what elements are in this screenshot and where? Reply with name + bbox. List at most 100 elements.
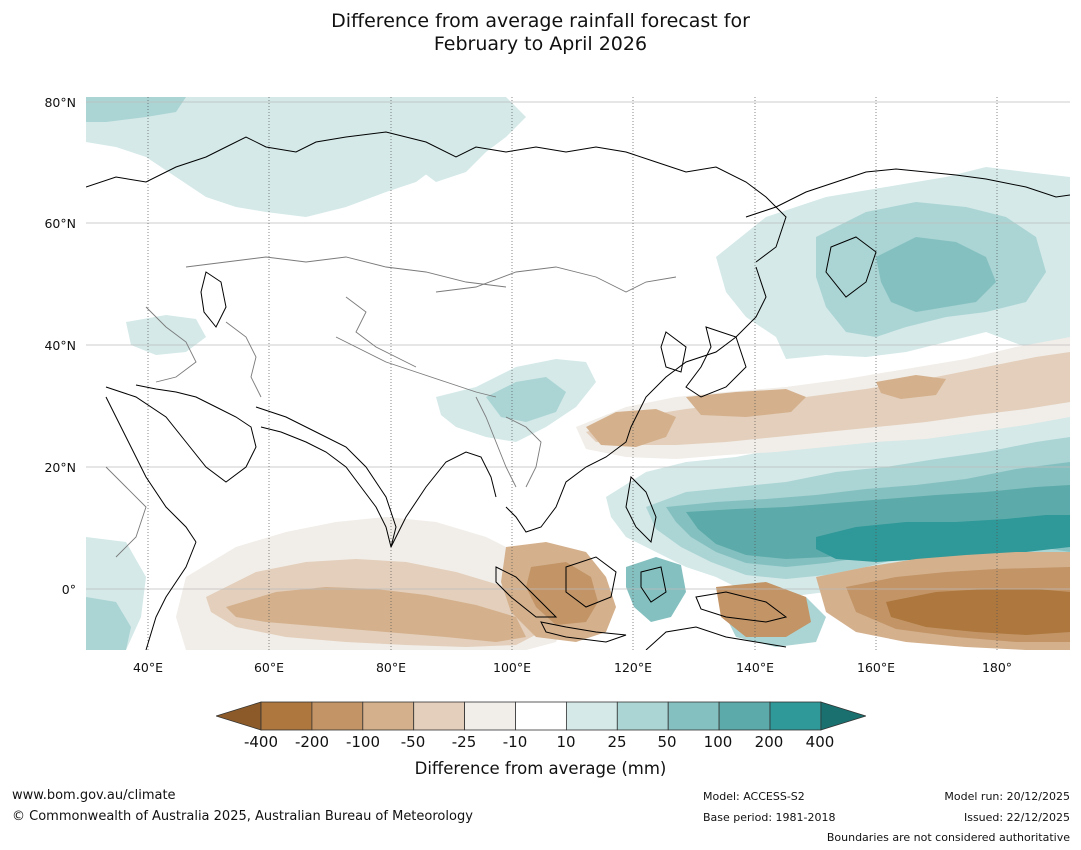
colorbar-segment xyxy=(616,701,669,731)
border-mongolia-china xyxy=(435,266,677,293)
colorbar-segment xyxy=(718,701,771,731)
colorbar-segment xyxy=(260,701,313,731)
dry-southeast-pacific-core xyxy=(886,589,1070,635)
wet-philippines-core xyxy=(626,557,686,622)
coastline-sulawesi xyxy=(640,566,667,603)
lat-label-60n: 60°N xyxy=(44,216,76,231)
colorbar xyxy=(216,701,866,731)
wet-pacific-core xyxy=(816,515,1070,562)
coastline-bay-of-bengal xyxy=(390,451,497,548)
wet-pacific-north-inner xyxy=(876,237,996,312)
dry-indonesia-core xyxy=(526,562,598,625)
dry-indian-ocean-3 xyxy=(226,587,526,642)
dry-pacific-core-2 xyxy=(876,375,946,399)
colorbar-segments xyxy=(216,701,866,731)
colorbar-tick: -400 xyxy=(243,733,279,751)
wet-far-northwest xyxy=(86,97,186,122)
wet-north-russia xyxy=(86,97,476,217)
coastline-japan xyxy=(685,326,747,398)
dry-anomaly-regions xyxy=(176,337,1070,650)
border-iran-afghanistan xyxy=(225,321,262,398)
coastline-india xyxy=(255,406,397,548)
lat-label-20n: 20°N xyxy=(44,460,76,475)
colorbar-tick: 25 xyxy=(607,733,627,751)
colorbar-tick: 100 xyxy=(703,733,733,751)
border-africa xyxy=(105,466,147,558)
coastline-arctic xyxy=(86,131,787,263)
footer-model: Model: ACCESS-S2 xyxy=(703,790,805,803)
colorbar-segment xyxy=(667,701,720,731)
colorbar-tick: -100 xyxy=(345,733,381,751)
colorbar-tick: -200 xyxy=(294,733,330,751)
border-china-india xyxy=(335,336,497,398)
coastline-east-china xyxy=(505,266,767,533)
colorbar-tick: -50 xyxy=(400,733,426,751)
coastline-kamchatka xyxy=(825,236,877,298)
colorbar-segment xyxy=(311,701,364,731)
border-indochina xyxy=(505,416,542,488)
wet-east-africa-core xyxy=(86,597,131,650)
lat-label-80n: 80°N xyxy=(44,95,76,110)
footer-issued: Issued: 22/12/2025 xyxy=(963,811,1070,824)
longitude-gridlines xyxy=(147,97,998,650)
border-china-central-asia xyxy=(345,296,417,368)
map-canvas xyxy=(86,97,1070,650)
lon-label-40e: 40°E xyxy=(132,660,164,675)
footer-website: www.bom.gov.au/climate xyxy=(12,788,176,803)
coastlines xyxy=(86,131,1070,650)
country-borders xyxy=(105,256,677,558)
title-line-2: February to April 2026 xyxy=(433,33,648,55)
colorbar-tick: 400 xyxy=(805,733,835,751)
colorbar-tick: 10 xyxy=(556,733,576,751)
colorbar-label: Difference from average (mm) xyxy=(414,759,667,778)
coastline-australia-north xyxy=(645,626,787,650)
colorbar-tick: -25 xyxy=(451,733,477,751)
coastline-java xyxy=(540,621,627,643)
coastline-arabia xyxy=(105,384,257,483)
coastline-east-siberia xyxy=(745,168,1070,218)
border-southeast-asia xyxy=(475,396,517,488)
title-line-1: Difference from average rainfall forecas… xyxy=(331,10,750,32)
lon-label-60e: 60°E xyxy=(253,660,285,675)
dry-pacific-core xyxy=(686,389,806,417)
colorbar-extend-right xyxy=(820,701,866,731)
wet-central-siberia xyxy=(416,97,526,182)
colorbar-segment xyxy=(464,701,516,731)
wet-central-asia xyxy=(126,315,206,355)
colorbar-tick: -10 xyxy=(502,733,528,751)
rainfall-anomaly-map xyxy=(86,97,1070,650)
coastline-new-guinea xyxy=(695,591,788,623)
lon-label-140e: 140°E xyxy=(735,660,775,675)
lon-label-100e: 100°E xyxy=(492,660,532,675)
colorbar-segment xyxy=(362,701,415,731)
border-middle-east xyxy=(145,306,197,383)
footer-base-period: Base period: 1981-2018 xyxy=(703,811,836,824)
coastline-caspian xyxy=(200,271,227,328)
wet-anomaly-regions xyxy=(86,97,1070,650)
footer-disclaimer: Boundaries are not considered authoritat… xyxy=(826,831,1070,844)
colorbar-segment xyxy=(413,701,465,731)
colorbar-tick: 200 xyxy=(754,733,784,751)
wet-southeast-asia-core xyxy=(486,377,566,422)
colorbar-segment xyxy=(769,701,822,731)
footer-copyright: © Commonwealth of Australia 2025, Austra… xyxy=(12,809,473,824)
colorbar-segment xyxy=(515,701,567,731)
lat-label-equator: 0° xyxy=(61,582,76,597)
lon-label-180: 180° xyxy=(981,660,1013,675)
border-russia-kazakhstan xyxy=(185,256,507,288)
coastline-philippines xyxy=(625,475,657,544)
colorbar-tick: 50 xyxy=(657,733,677,751)
dry-china-pacific-band-2 xyxy=(586,352,1070,445)
footer-model-run: Model run: 20/12/2025 xyxy=(944,790,1070,803)
coastline-east-africa xyxy=(145,541,197,650)
colorbar-extend-left xyxy=(216,701,262,731)
lat-label-40n: 40°N xyxy=(44,338,76,353)
colorbar-segment xyxy=(565,701,618,731)
coastline-borneo xyxy=(565,556,617,608)
coastline-korea-japan xyxy=(660,331,687,373)
coastline-sumatra xyxy=(495,566,558,618)
coastline-red-sea xyxy=(105,396,197,543)
map-title: Difference from average rainfall forecas… xyxy=(0,10,1081,56)
wet-pacific-equatorial-3 xyxy=(686,485,1070,559)
lon-label-80e: 80°E xyxy=(375,660,407,675)
